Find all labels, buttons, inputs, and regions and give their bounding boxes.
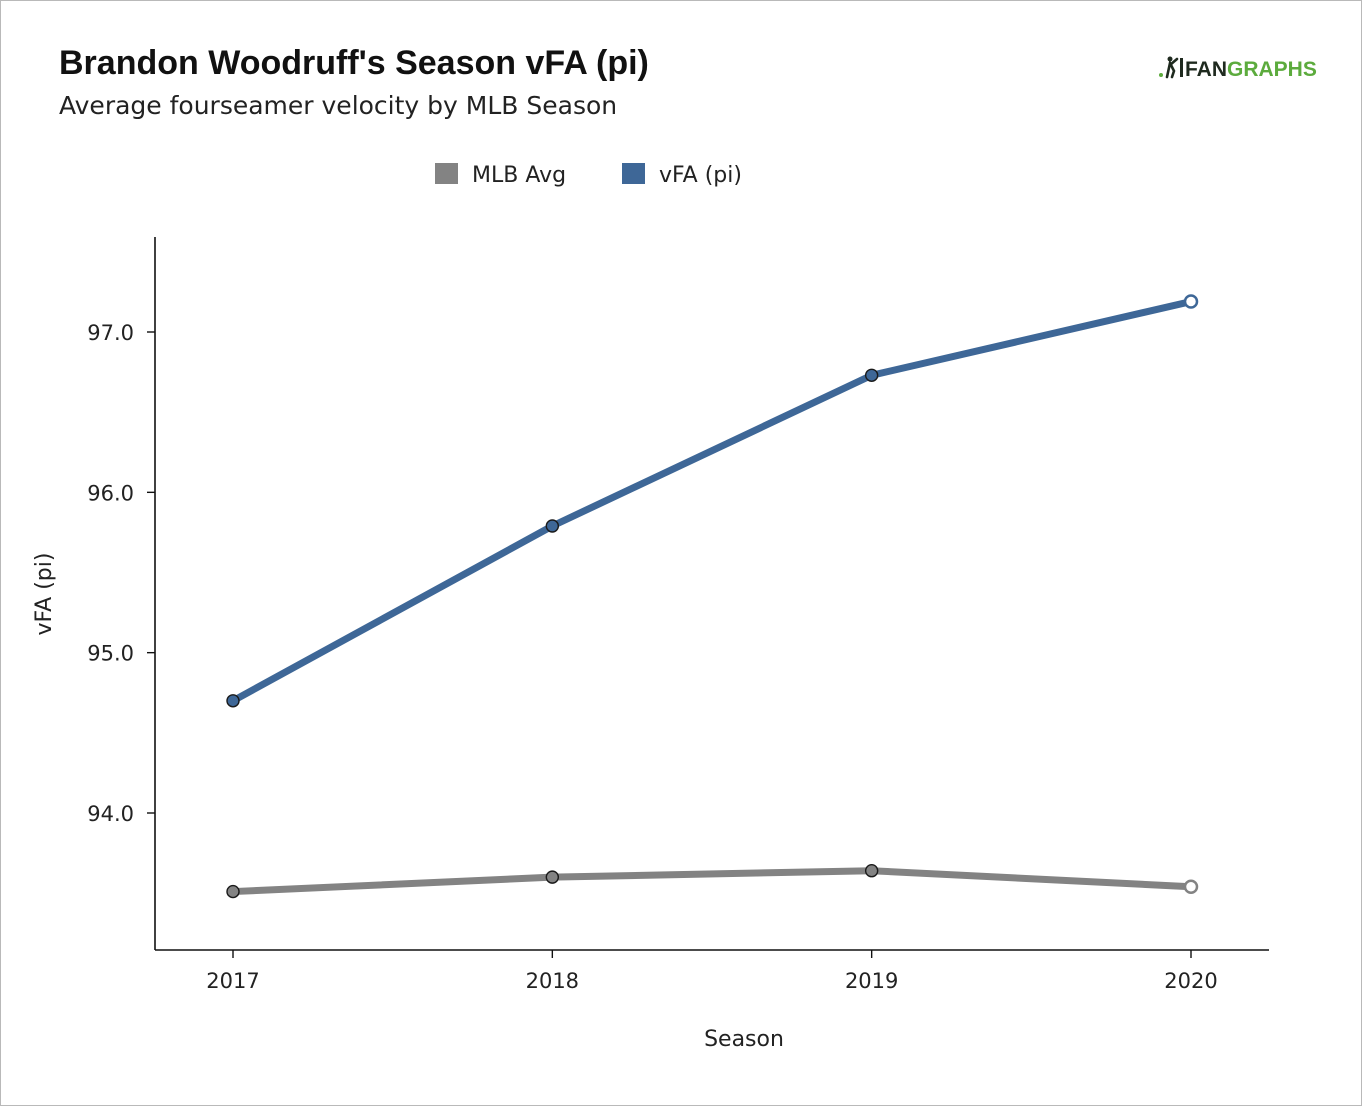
data-point[interactable]	[1183, 879, 1199, 895]
x-axis-ticks: 2017 2018 2019 2020	[206, 950, 1218, 993]
legend: MLB Avg vFA (pi)	[435, 163, 742, 188]
x-tick-label: 2020	[1164, 969, 1217, 993]
data-point[interactable]	[545, 870, 560, 884]
series-line	[229, 867, 1195, 896]
batter-icon	[1159, 56, 1183, 79]
legend-label: MLB Avg	[472, 163, 566, 188]
data-point[interactable]	[545, 519, 560, 533]
y-axis-title: vFA (pi)	[32, 553, 57, 636]
series-layer	[226, 294, 1199, 899]
legend-item[interactable]: vFA (pi)	[622, 163, 742, 188]
brand-part-1: FAN	[1185, 58, 1227, 81]
series-mlb-avg	[226, 864, 1199, 899]
legend-swatch	[435, 163, 458, 184]
chart-subtitle: Average fourseamer velocity by MLB Seaso…	[59, 91, 617, 120]
x-axis-title: Season	[704, 1027, 784, 1052]
brand-part-2: GRAPHS	[1227, 58, 1317, 81]
y-tick-label: 97.0	[87, 321, 134, 345]
data-point[interactable]	[1183, 294, 1199, 309]
x-tick-label: 2018	[526, 969, 579, 993]
data-point[interactable]	[226, 694, 240, 708]
data-point[interactable]	[226, 884, 240, 899]
series-vfa-pi	[226, 294, 1199, 708]
legend-label: vFA (pi)	[659, 163, 742, 188]
chart-title: Brandon Woodruff's Season vFA (pi)	[59, 44, 649, 82]
fangraphs-logo[interactable]: FANGRAPHS	[1159, 56, 1317, 82]
x-tick-label: 2019	[845, 969, 898, 993]
y-axis-ticks: 94.0 95.0 96.0 97.0	[87, 321, 155, 826]
legend-swatch	[622, 163, 645, 184]
x-tick-label: 2017	[206, 969, 259, 993]
y-tick-label: 96.0	[87, 481, 134, 505]
series-line	[229, 298, 1195, 705]
legend-item[interactable]: MLB Avg	[435, 163, 566, 188]
y-tick-label: 95.0	[87, 642, 134, 666]
brand-wordmark: FANGRAPHS	[1185, 58, 1317, 81]
y-tick-label: 94.0	[87, 802, 134, 826]
data-point[interactable]	[864, 368, 879, 382]
data-point[interactable]	[864, 864, 879, 878]
